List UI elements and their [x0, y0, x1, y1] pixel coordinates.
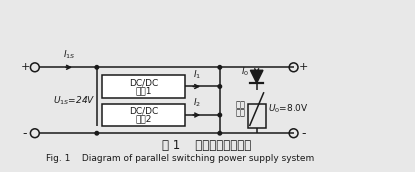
Circle shape: [218, 131, 222, 135]
Text: DC/DC: DC/DC: [129, 78, 158, 87]
Polygon shape: [250, 70, 263, 83]
Text: $U_{1S}$=24V: $U_{1S}$=24V: [53, 94, 95, 106]
Text: $I_1$: $I_1$: [193, 68, 201, 81]
Text: 模兗1: 模兗1: [135, 86, 152, 95]
Text: Fig. 1    Diagram of parallel switching power supply system: Fig. 1 Diagram of parallel switching pow…: [46, 154, 315, 163]
Circle shape: [218, 66, 222, 69]
Text: 负载: 负载: [236, 101, 246, 110]
Text: 模兗2: 模兗2: [135, 114, 152, 123]
Circle shape: [218, 85, 222, 88]
Circle shape: [218, 113, 222, 117]
Text: $I_{1S}$: $I_{1S}$: [63, 49, 75, 61]
Text: 电阱: 电阱: [236, 109, 246, 117]
Text: 图 1    并联供电系统框图: 图 1 并联供电系统框图: [162, 138, 251, 152]
Circle shape: [95, 131, 99, 135]
Text: DC/DC: DC/DC: [129, 107, 158, 116]
Bar: [102, 104, 186, 126]
Circle shape: [95, 66, 99, 69]
Bar: [102, 75, 186, 98]
Text: $I_2$: $I_2$: [193, 97, 201, 109]
Text: +: +: [299, 62, 308, 72]
Text: $U_0$=8.0V: $U_0$=8.0V: [269, 103, 309, 115]
Bar: [248, 104, 266, 128]
Text: -: -: [23, 127, 27, 140]
Text: +: +: [20, 62, 30, 72]
Text: $I_0$: $I_0$: [241, 66, 249, 78]
Text: -: -: [301, 127, 306, 140]
